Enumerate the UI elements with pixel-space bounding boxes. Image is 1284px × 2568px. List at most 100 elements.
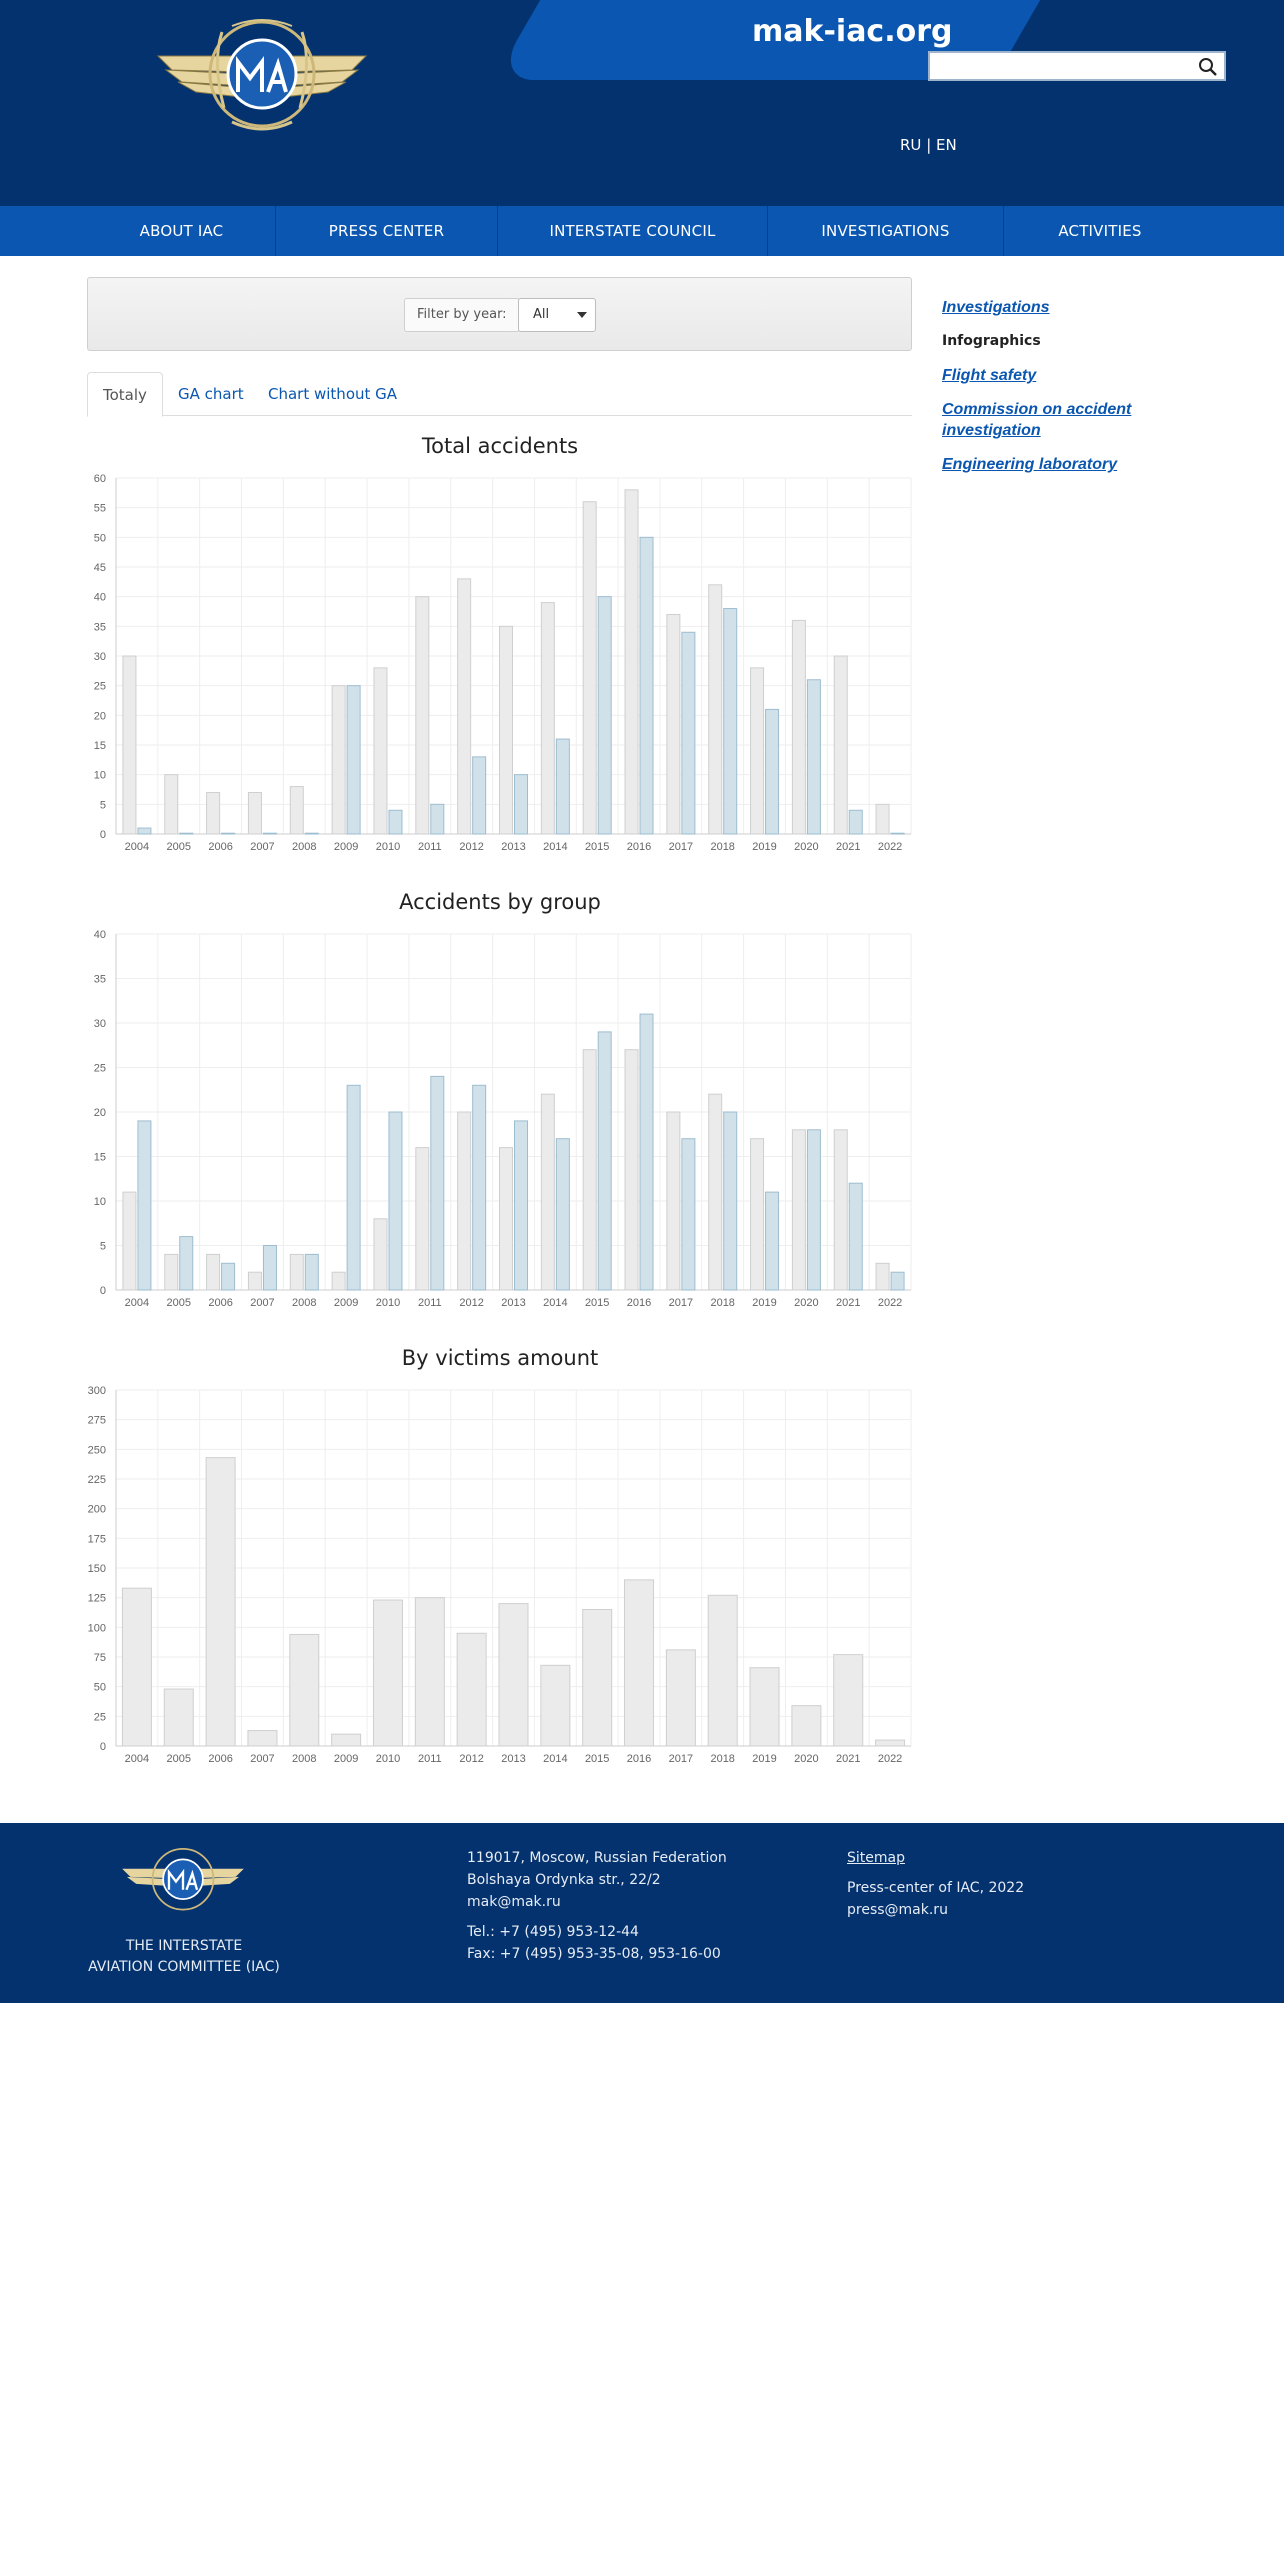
search-input[interactable] (930, 53, 1192, 79)
bar (221, 1262, 236, 1291)
x-tick-label: 2010 (376, 1753, 400, 1765)
x-tick-label: 2006 (208, 1753, 232, 1765)
bar (221, 832, 236, 835)
bar (833, 1129, 848, 1291)
x-tick-label: 2007 (250, 841, 274, 853)
y-tick-label: 25 (94, 1711, 106, 1723)
x-tick-label: 2009 (334, 1753, 358, 1765)
nav-item-interstate-council[interactable]: INTERSTATE COUNCIL (498, 206, 768, 256)
y-tick-label: 35 (94, 974, 106, 986)
bar (555, 1138, 570, 1291)
x-tick-label: 2013 (501, 841, 525, 853)
iac-logo[interactable] (152, 12, 372, 142)
site-header: mak-iac.org RU | EN (0, 0, 1284, 206)
bar (750, 1138, 765, 1291)
y-tick-label: 0 (100, 829, 106, 841)
y-tick-label: 100 (88, 1622, 106, 1634)
x-tick-label: 2012 (459, 1753, 483, 1765)
sidebar-item-commission[interactable]: Commission on accident investigation (942, 401, 1132, 439)
bar (624, 1049, 639, 1291)
sidebar: Investigations Infographics Flight safet… (942, 297, 1202, 488)
y-tick-label: 20 (94, 710, 106, 722)
bar (346, 1084, 361, 1291)
x-tick-label: 2012 (459, 1297, 483, 1309)
sidebar-item-flight-safety[interactable]: Flight safety (942, 367, 1037, 384)
x-tick-label: 2021 (836, 841, 860, 853)
bar (707, 1594, 738, 1747)
footer-sitemap-link[interactable]: Sitemap (847, 1850, 905, 1866)
bar (372, 1599, 403, 1747)
bar (833, 1654, 864, 1747)
bar (540, 1093, 555, 1291)
bar (456, 1632, 487, 1747)
nav-item-press-center[interactable]: PRESS CENTER (276, 206, 498, 256)
tab-chart-without-ga[interactable]: Chart without GA (268, 385, 398, 403)
bar (875, 1262, 890, 1291)
chevron-down-icon (577, 312, 587, 318)
tab-totaly[interactable]: Totaly (87, 372, 163, 417)
bar (708, 584, 723, 835)
bar (806, 1129, 821, 1291)
nav-item-investigations[interactable]: INVESTIGATIONS (768, 206, 1004, 256)
chart-tabs: Totaly GA chart Chart without GA (87, 372, 912, 417)
chart-title: Total accidents (421, 434, 579, 458)
nav-item-activities[interactable]: ACTIVITIES (1058, 222, 1142, 240)
bar (289, 1633, 320, 1747)
bar (262, 1245, 277, 1291)
y-tick-label: 175 (88, 1533, 106, 1545)
year-select[interactable]: All (518, 298, 596, 332)
bar (164, 774, 179, 835)
nav-item-about[interactable]: ABOUT IAC (88, 206, 276, 256)
bar (791, 619, 806, 835)
y-tick-label: 10 (94, 1196, 106, 1208)
bar (791, 1705, 822, 1747)
footer-press-email[interactable]: press@mak.ru (847, 1902, 948, 1918)
bar (582, 1049, 597, 1291)
bar (414, 1597, 445, 1747)
search-icon[interactable] (1196, 55, 1220, 79)
chart-title: Accidents by group (399, 890, 601, 914)
sidebar-item-investigations[interactable]: Investigations (942, 299, 1050, 316)
bar (806, 679, 821, 835)
bar (681, 1138, 696, 1291)
x-tick-label: 2005 (167, 841, 191, 853)
sidebar-item-engineering-laboratory[interactable]: Engineering laboratory (942, 456, 1118, 473)
bar (388, 809, 403, 835)
bar (498, 1603, 529, 1747)
bar (179, 832, 194, 835)
bar (875, 803, 890, 835)
site-name[interactable]: mak-iac.org (752, 14, 953, 49)
bar (206, 791, 221, 835)
bar (639, 1013, 654, 1291)
footer-email[interactable]: mak@mak.ru (467, 1894, 561, 1910)
footer-address-line1: 119017, Moscow, Russian Federation (467, 1850, 727, 1866)
tab-ga-chart[interactable]: GA chart (178, 385, 244, 403)
bar (262, 832, 277, 835)
bar (472, 756, 487, 835)
y-tick-label: 200 (88, 1504, 106, 1516)
bar (833, 655, 848, 835)
bar (304, 1253, 319, 1291)
bar (430, 1075, 445, 1291)
x-tick-label: 2006 (208, 841, 232, 853)
bar (205, 1457, 236, 1747)
bar (247, 1271, 262, 1291)
y-tick-label: 30 (94, 1018, 106, 1030)
y-tick-label: 10 (94, 770, 106, 782)
y-tick-label: 225 (88, 1474, 106, 1486)
bar (289, 1253, 304, 1291)
bar (765, 1191, 780, 1291)
chart-title: By victims amount (401, 1346, 599, 1370)
x-tick-label: 2015 (585, 841, 609, 853)
lang-ru-link[interactable]: RU (900, 136, 922, 154)
bar (373, 667, 388, 835)
x-tick-label: 2014 (543, 841, 567, 853)
lang-en-link[interactable]: EN (936, 136, 957, 154)
x-tick-label: 2008 (292, 1297, 316, 1309)
chart-svg: 0 5 10 15 20 25 30 35 40 45 50 55 60 2004 2005 2006 2007… (94, 473, 912, 853)
x-tick-label: 2010 (376, 841, 400, 853)
y-tick-label: 250 (88, 1444, 106, 1456)
x-tick-label: 2018 (710, 1297, 734, 1309)
bar (331, 1733, 362, 1747)
bar (597, 596, 612, 835)
